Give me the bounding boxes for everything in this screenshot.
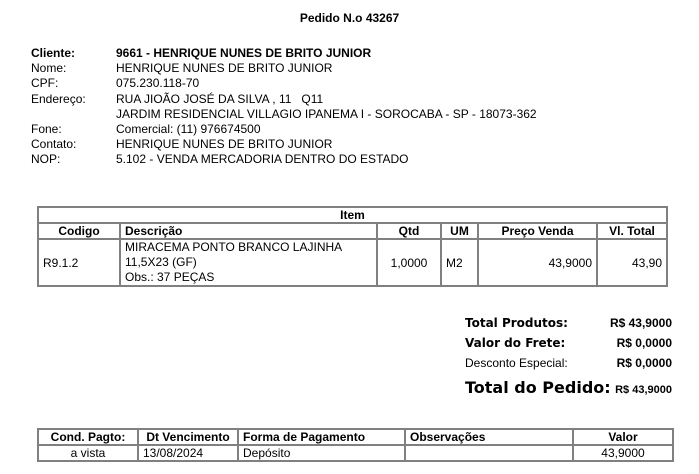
address-line1: RUA JIOÃO JOSÉ DA SILVA , 11 Q11	[116, 91, 324, 106]
desconto-label: Desconto Especial:	[465, 356, 568, 370]
phone-label: Fone:	[31, 122, 62, 137]
name-row: Nome: HENRIQUE NUNES DE BRITO JUNIOR	[31, 61, 537, 76]
col-vencimento: Dt Vencimento	[137, 428, 239, 446]
address-line2: JARDIM RESIDENCIAL VILLAGIO IPANEMA I - …	[116, 106, 537, 121]
totals: Total Produtos: R$ 43,9000 Valor do Frete…	[465, 316, 672, 397]
name-label: Nome:	[31, 61, 67, 76]
item-total: 43,90	[596, 238, 668, 287]
col-preco: Preço Venda	[477, 222, 598, 240]
items-header-row: Codigo Descrição Qtd UM Preço Venda Vl. …	[37, 222, 668, 240]
col-qtd: Qtd	[376, 222, 442, 240]
cpf-row: CPF: 075.230.118-70	[31, 76, 537, 91]
item-codigo: R9.1.2	[37, 238, 121, 287]
nop-row: NOP: 5.102 - VENDA MERCADORIA DENTRO DO E…	[31, 152, 537, 167]
contact-value: HENRIQUE NUNES DE BRITO JUNIOR	[116, 137, 333, 152]
item-um: M2	[440, 238, 479, 287]
col-total: Vl. Total	[596, 222, 668, 240]
nop-label: NOP:	[31, 152, 61, 167]
cpf-value: 075.230.118-70	[116, 76, 200, 91]
total-pedido-value: R$ 43,9000	[615, 384, 672, 396]
items-title: Item	[37, 206, 668, 224]
payment-table: Cond. Pagto: Dt Vencimento Forma de Paga…	[37, 428, 674, 462]
pay-cond: a vista	[37, 444, 139, 462]
client-row: Cliente: 9661 - HENRIQUE NUNES DE BRITO J…	[31, 46, 537, 61]
pay-vencimento: 13/08/2024	[137, 444, 239, 462]
col-valor: Valor	[572, 428, 674, 446]
total-produtos-label: Total Produtos:	[465, 316, 568, 330]
address-row: Endereço: RUA JIOÃO JOSÉ DA SILVA , 11 Q1…	[31, 92, 537, 107]
col-descricao: Descrição	[119, 222, 378, 240]
items-table: Item Codigo Descrição Qtd UM Preço Venda…	[37, 206, 668, 287]
desconto-value: R$ 0,0000	[616, 356, 672, 370]
phone-row: Fone: Comercial: (11) 976674500	[31, 122, 537, 137]
address-row-2: JARDIM RESIDENCIAL VILLAGIO IPANEMA I - …	[31, 107, 537, 122]
phone-value: Comercial: (11) 976674500	[116, 122, 261, 137]
pay-obs	[404, 444, 574, 462]
table-row: a vista 13/08/2024 Depósito 43,9000	[37, 444, 674, 462]
address-label: Endereço:	[31, 91, 86, 106]
col-um: UM	[440, 222, 479, 240]
col-forma: Forma de Pagamento	[237, 428, 406, 446]
item-qtd: 1,0000	[376, 238, 442, 287]
col-observacoes: Observações	[404, 428, 574, 446]
client-label: Cliente:	[31, 46, 76, 60]
frete-value: R$ 0,0000	[616, 336, 672, 350]
total-produtos-value: R$ 43,9000	[609, 316, 672, 330]
payment-header-row: Cond. Pagto: Dt Vencimento Forma de Paga…	[37, 428, 674, 446]
item-obs: Obs.: 37 PEÇAS	[125, 270, 215, 284]
client-info: Cliente: 9661 - HENRIQUE NUNES DE BRITO J…	[31, 46, 537, 168]
total-pedido-label: Total do Pedido:	[465, 378, 611, 397]
page-title: Pedido N.o 43267	[299, 11, 400, 25]
frete-label: Valor do Frete:	[465, 336, 566, 350]
contact-label: Contato:	[31, 137, 77, 152]
item-preco: 43,9000	[477, 238, 598, 287]
col-codigo: Codigo	[37, 222, 121, 240]
name-value: HENRIQUE NUNES DE BRITO JUNIOR	[116, 61, 333, 76]
item-descricao: MIRACEMA PONTO BRANCO LAJINHA 11,5X23 (GF…	[119, 238, 378, 287]
nop-value: 5.102 - VENDA MERCADORIA DENTRO DO ESTAD…	[116, 152, 409, 167]
client-value: 9661 - HENRIQUE NUNES DE BRITO JUNIOR	[116, 46, 372, 60]
pay-valor: 43,9000	[572, 444, 674, 462]
table-row: R9.1.2 MIRACEMA PONTO BRANCO LAJINHA 11,5…	[37, 238, 668, 287]
cpf-label: CPF:	[31, 76, 59, 91]
pay-forma: Depósito	[237, 444, 406, 462]
col-cond: Cond. Pagto:	[37, 428, 139, 446]
desc-line1: MIRACEMA PONTO BRANCO LAJINHA	[125, 240, 343, 254]
desc-line2: 11,5X23 (GF)	[125, 255, 197, 269]
contact-row: Contato: HENRIQUE NUNES DE BRITO JUNIOR	[31, 137, 537, 152]
